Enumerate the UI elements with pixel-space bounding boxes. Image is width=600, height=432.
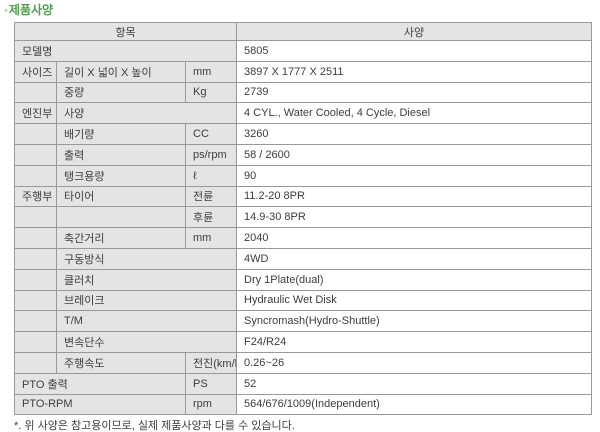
- spec-label-cell: 중량: [56, 81, 186, 104]
- table-row: T/M Syncromash(Hydro-Shuttle): [14, 310, 592, 333]
- spec-label-cell: 구동방식: [56, 247, 237, 270]
- spec-label-cell: 변속단수: [56, 331, 237, 353]
- spec-label-cell: 축간거리: [56, 227, 186, 249]
- spec-label-cell: ps/rpm: [185, 143, 237, 166]
- page-title-text: 제품사양: [8, 3, 54, 17]
- spec-label-cell: 주행부: [14, 185, 57, 208]
- spec-value-cell: F24/R24: [236, 331, 592, 353]
- spec-value-cell: 2739: [236, 81, 592, 104]
- spec-value-cell: 52: [236, 372, 592, 395]
- spec-label-cell: [14, 247, 57, 270]
- spec-label-cell: 탱크용량: [56, 164, 186, 187]
- spec-label-cell: PTO 출력: [14, 372, 186, 395]
- spec-label-cell: [14, 123, 57, 145]
- column-header: 항목: [14, 22, 237, 41]
- spec-label-cell: 전진(km/h): [185, 351, 237, 374]
- spec-value-cell: 3897 X 1777 X 2511: [236, 60, 592, 83]
- spec-label-cell: ℓ: [185, 164, 237, 187]
- spec-label-cell: [14, 227, 57, 249]
- table-row: 브레이크 Hydraulic Wet Disk: [14, 289, 592, 312]
- table-row: 배기량 CC 3260: [14, 123, 592, 145]
- table-row: 주행부 타이어 전륜 11.2-20 8PR: [14, 185, 592, 208]
- spec-label-cell: 후륜: [185, 206, 237, 229]
- spec-label-cell: [14, 81, 57, 104]
- footnote: *. 위 사양은 참고용이므로, 실제 제품사양과 다를 수 있습니다.: [14, 420, 295, 432]
- spec-table-body: 모델명 5805 사이즈 길이 X 넓이 X 높이 mm 3897 X 1777 X 25…: [14, 40, 592, 416]
- column-header: 사양: [236, 22, 592, 41]
- table-row: 중량 Kg 2739: [14, 81, 592, 104]
- spec-label-cell: 출력: [56, 143, 186, 166]
- spec-label-cell: [14, 268, 57, 291]
- spec-label-cell: [14, 143, 57, 166]
- spec-value-cell: 2040: [236, 227, 592, 249]
- spec-value-cell: 3260: [236, 123, 592, 145]
- table-row: 클러치 Dry 1Plate(dual): [14, 268, 592, 291]
- spec-label-cell: [14, 206, 57, 229]
- spec-label-cell: 모델명: [14, 40, 237, 62]
- spec-label-cell: [14, 164, 57, 187]
- table-row: 엔진부 사양 4 CYL., Water Cooled, 4 Cycle, Dies…: [14, 102, 592, 125]
- spec-value-cell: 5805: [236, 40, 592, 62]
- spec-value-cell: Dry 1Plate(dual): [236, 268, 592, 291]
- table-row: 탱크용량 ℓ 90: [14, 164, 592, 187]
- spec-value-cell: 58 / 2600: [236, 143, 592, 166]
- spec-value-cell: 564/676/1009(Independent): [236, 393, 592, 416]
- table-row: 변속단수 F24/R24: [14, 331, 592, 353]
- spec-value-cell: 14.9-30 8PR: [236, 206, 592, 229]
- spec-table: 항목 사양 모델명 5805 사이즈 길이 X 넓이 X 높이 mm 3897 X 1777…: [14, 22, 592, 416]
- spec-label-cell: CC: [185, 123, 237, 145]
- spec-label-cell: 브레이크: [56, 289, 237, 312]
- table-row: 축간거리 mm 2040: [14, 227, 592, 249]
- spec-label-cell: [56, 206, 186, 229]
- table-row: PTO 출력 PS 52: [14, 372, 592, 395]
- spec-label-cell: [14, 310, 57, 333]
- spec-label-cell: 타이어: [56, 185, 186, 208]
- spec-label-cell: 사양: [56, 102, 237, 125]
- spec-label-cell: 길이 X 넓이 X 높이: [56, 60, 186, 83]
- header-row: 항목 사양: [14, 22, 592, 41]
- spec-label-cell: mm: [185, 227, 237, 249]
- table-row: 모델명 5805: [14, 40, 592, 62]
- spec-value-cell: Syncromash(Hydro-Shuttle): [236, 310, 592, 333]
- spec-label-cell: 클러치: [56, 268, 237, 291]
- spec-value-cell: 11.2-20 8PR: [236, 185, 592, 208]
- title-bullet-icon: ◦: [4, 5, 8, 17]
- table-row: PTO-RPM rpm 564/676/1009(Independent): [14, 393, 592, 416]
- spec-label-cell: Kg: [185, 81, 237, 104]
- spec-label-cell: rpm: [185, 393, 237, 416]
- spec-label-cell: 엔진부: [14, 102, 57, 125]
- table-row: 사이즈 길이 X 넓이 X 높이 mm 3897 X 1777 X 2511: [14, 60, 592, 83]
- spec-label-cell: 주행속도: [56, 351, 186, 374]
- table-row: 출력 ps/rpm 58 / 2600: [14, 143, 592, 166]
- spec-label-cell: [14, 351, 57, 374]
- spec-value-cell: 4WD: [236, 247, 592, 270]
- spec-label-cell: 사이즈: [14, 60, 57, 83]
- table-row: 후륜 14.9-30 8PR: [14, 206, 592, 229]
- spec-label-cell: 배기량: [56, 123, 186, 145]
- spec-value-cell: 0.26~26: [236, 351, 592, 374]
- spec-label-cell: 전륜: [185, 185, 237, 208]
- page-title: ◦제품사양: [4, 4, 600, 18]
- spec-label-cell: mm: [185, 60, 237, 83]
- spec-value-cell: Hydraulic Wet Disk: [236, 289, 592, 312]
- spec-value-cell: 90: [236, 164, 592, 187]
- spec-label-cell: [14, 331, 57, 353]
- table-row: 구동방식 4WD: [14, 247, 592, 270]
- spec-value-cell: 4 CYL., Water Cooled, 4 Cycle, Diesel: [236, 102, 592, 125]
- spec-label-cell: PS: [185, 372, 237, 395]
- spec-label-cell: T/M: [56, 310, 237, 333]
- spec-label-cell: PTO-RPM: [14, 393, 186, 416]
- spec-label-cell: [14, 289, 57, 312]
